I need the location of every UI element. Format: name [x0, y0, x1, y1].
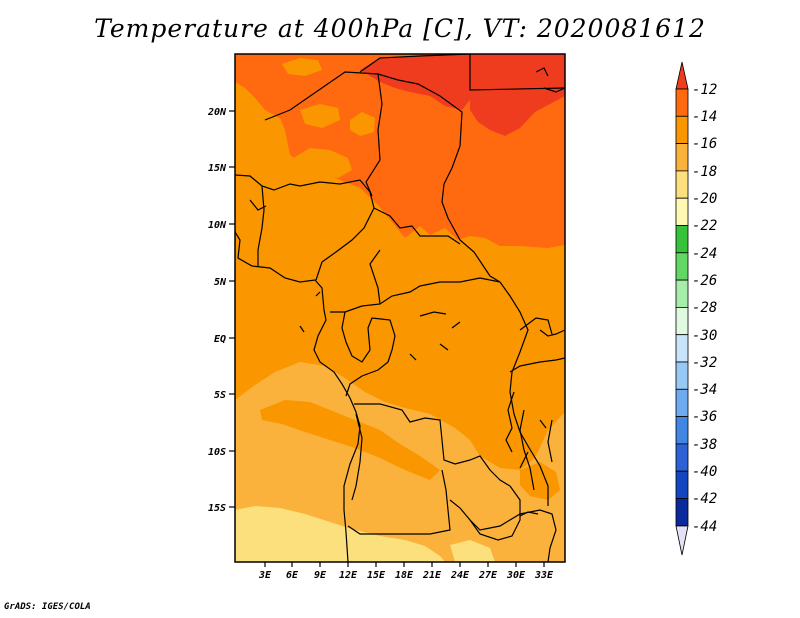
cb-label: -14: [692, 109, 717, 125]
lon-label-12e: 12E: [339, 570, 358, 581]
lat-label-15s: 15S: [208, 503, 226, 514]
cb-label: -40: [692, 464, 717, 480]
lat-label-eq: EQ: [214, 334, 226, 345]
cb-label: -24: [692, 246, 717, 262]
lon-label-21e: 21E: [422, 570, 442, 581]
lon-label-6e: 6E: [286, 570, 299, 581]
cb-label: -26: [692, 273, 717, 289]
lat-label-10n: 10N: [208, 220, 227, 231]
colorbar-arrow-bottom: [675, 525, 689, 556]
cb-label: -30: [692, 328, 717, 344]
cb-label: -22: [692, 218, 717, 234]
band-above-12: [360, 54, 470, 110]
temperature-field: [235, 54, 565, 562]
cb-label: -12: [692, 82, 717, 98]
borders: [235, 54, 565, 562]
credit-text: GrADS: IGES/COLA: [4, 602, 91, 612]
cb-label: -42: [692, 491, 717, 507]
lon-label-27e: 27E: [478, 570, 498, 581]
colorbar: [675, 61, 689, 556]
cb-label: -28: [692, 300, 717, 316]
cb-label: -32: [692, 355, 717, 371]
cb-label: -34: [692, 382, 717, 398]
lon-label-18e: 18E: [395, 570, 414, 581]
lat-label-20n: 20N: [207, 107, 227, 118]
lon-label-24e: 24E: [450, 570, 470, 581]
cb-label: -38: [692, 437, 717, 453]
cb-label: -36: [692, 409, 717, 425]
lon-label-9e: 9E: [314, 570, 327, 581]
lat-ticks: [229, 110, 235, 508]
lat-label-5n: 5N: [214, 277, 227, 288]
lat-label-15n: 15N: [208, 163, 227, 174]
cb-label: -20: [692, 191, 717, 207]
map-title: Temperature at 400hPa [C], VT: 202008161…: [94, 14, 706, 43]
cb-label: -18: [692, 164, 717, 180]
map-frame: [234, 53, 566, 563]
lon-label-33e: 33E: [534, 570, 554, 581]
lon-ticks: [264, 562, 545, 567]
colorbar-arrow-top: [675, 61, 689, 90]
cb-label: -16: [692, 136, 717, 152]
cb-label: -44: [692, 519, 717, 535]
lat-label-5s: 5S: [214, 390, 226, 401]
lon-label-15e: 15E: [367, 570, 386, 581]
lon-label-30e: 30E: [506, 570, 526, 581]
band-20-18: [235, 506, 445, 562]
lat-label-10s: 10S: [208, 447, 226, 458]
lon-label-3e: 3E: [258, 570, 272, 581]
